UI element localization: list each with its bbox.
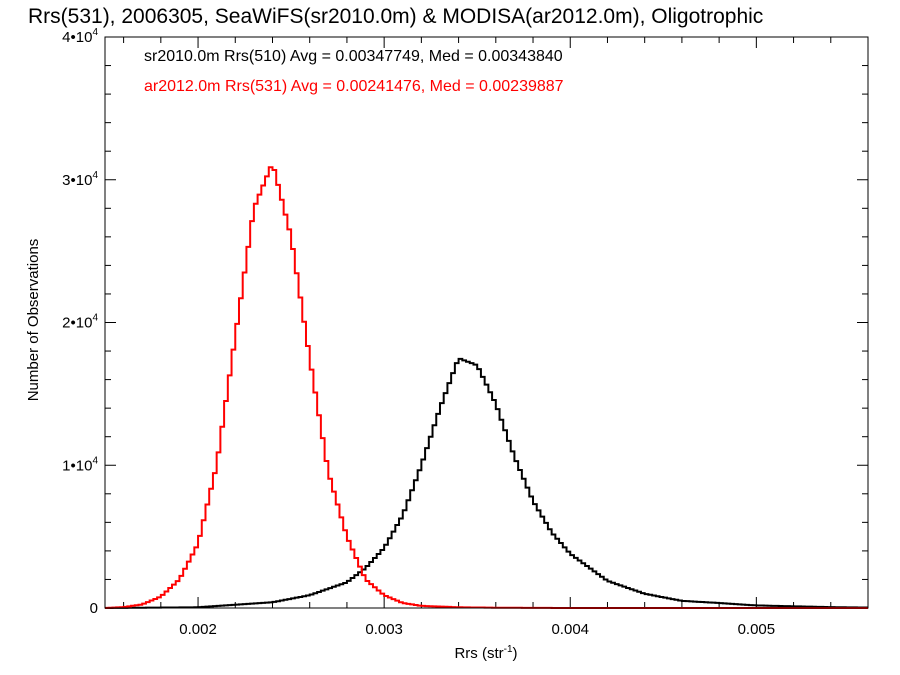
y-tick-label: 2•104	[62, 313, 98, 332]
y-tick-label: 0	[90, 600, 98, 617]
x-tick-label: 0.003	[365, 621, 403, 638]
y-tick-label: 1•104	[62, 455, 98, 474]
series-line-ar2012	[105, 166, 868, 609]
plot-frame	[104, 36, 869, 609]
y-tick-label: 4•104	[62, 27, 98, 46]
x-axis-ticks: 0.002 0.003 0.004 0.005	[123, 37, 869, 638]
series-line-sr2010	[105, 357, 868, 609]
y-axis-label: Number of Observations	[25, 239, 42, 402]
legend-entry-ar2012: ar2012.0m Rrs(531) Avg = 0.00241476, Med…	[144, 78, 564, 95]
x-tick-label: 0.005	[738, 621, 776, 638]
x-tick-label: 0.002	[179, 621, 217, 638]
x-tick-label: 0.004	[551, 621, 589, 638]
chart-title: Rrs(531), 2006305, SeaWiFS(sr2010.0m) & …	[28, 5, 763, 28]
legend-entry-sr2010: sr2010.0m Rrs(510) Avg = 0.00347749, Med…	[144, 48, 563, 65]
y-axis-ticks: 0 1•104 2•104 3•104 4•104	[62, 27, 868, 617]
x-axis-label: Rrs (str-1)	[454, 644, 517, 662]
y-tick-label: 3•104	[62, 170, 98, 189]
